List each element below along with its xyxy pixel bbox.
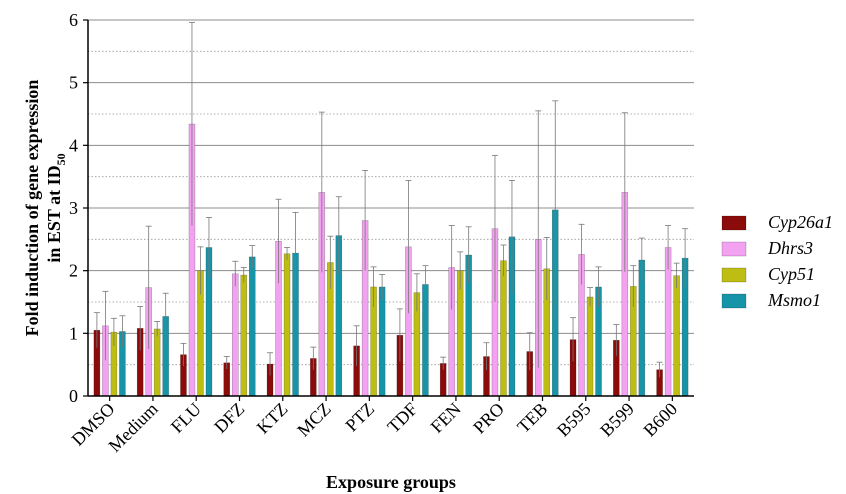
- y-tick-label: 4: [69, 135, 78, 155]
- x-tick-label: Medium: [104, 399, 161, 456]
- x-tick-label: TDF: [383, 399, 421, 437]
- bar: [673, 275, 680, 397]
- legend: Cyp26a1 Dhrs3 Cyp51 Msmo1: [721, 212, 833, 310]
- x-tick-label: FEN: [427, 399, 465, 437]
- x-axis-label: Exposure groups: [326, 472, 456, 492]
- bar: [249, 256, 256, 397]
- legend-swatch: [721, 241, 747, 257]
- x-tick-label: KTZ: [253, 399, 292, 438]
- x-tick-label: PRO: [469, 399, 508, 438]
- legend-label: Cyp26a1: [768, 212, 833, 232]
- x-tick-label: PTZ: [341, 399, 378, 436]
- bar: [232, 273, 239, 397]
- legend-swatch: [721, 267, 747, 283]
- y-tick-label: 3: [69, 198, 78, 218]
- bar: [378, 286, 386, 397]
- y-tick-label: 1: [69, 323, 78, 343]
- bar: [240, 274, 247, 397]
- y-tick-label: 2: [69, 261, 78, 281]
- bar: [153, 328, 161, 397]
- y-tick-label: 0: [69, 386, 78, 406]
- x-tick-label: B600: [639, 399, 681, 441]
- bar: [586, 296, 594, 397]
- legend-label: Dhrs3: [767, 238, 813, 258]
- x-tick-label: MCZ: [293, 399, 335, 441]
- bar: [500, 260, 507, 397]
- y-axis-label: Fold induction of gene expression in EST…: [22, 80, 68, 337]
- x-tick-label: B595: [553, 399, 595, 441]
- y-axis-label-line2-main: in EST at ID: [44, 165, 64, 262]
- legend-label: Msmo1: [767, 290, 821, 310]
- y-axis-label-line1: Fold induction of gene expression: [22, 80, 42, 337]
- legend-label: Cyp51: [768, 264, 815, 284]
- bar: [664, 247, 672, 397]
- x-tick-label: TEB: [513, 399, 551, 437]
- y-tick-label: 5: [69, 73, 78, 93]
- bar-series: [93, 22, 689, 397]
- grid-lines: [88, 19, 694, 366]
- x-tick-label: B599: [596, 399, 638, 441]
- legend-swatch: [721, 215, 747, 231]
- y-tick-label: 6: [69, 10, 78, 30]
- y-tick-labels: 0 1 2 3 4 5 6: [69, 10, 88, 406]
- y-axis-label-subscript: 50: [54, 153, 68, 165]
- x-tick-label: FLU: [167, 399, 205, 437]
- legend-swatch: [721, 293, 747, 309]
- x-tick-label: DFZ: [210, 399, 248, 437]
- y-axis-label-line2: in EST at ID50: [44, 153, 68, 262]
- bar: [283, 253, 291, 397]
